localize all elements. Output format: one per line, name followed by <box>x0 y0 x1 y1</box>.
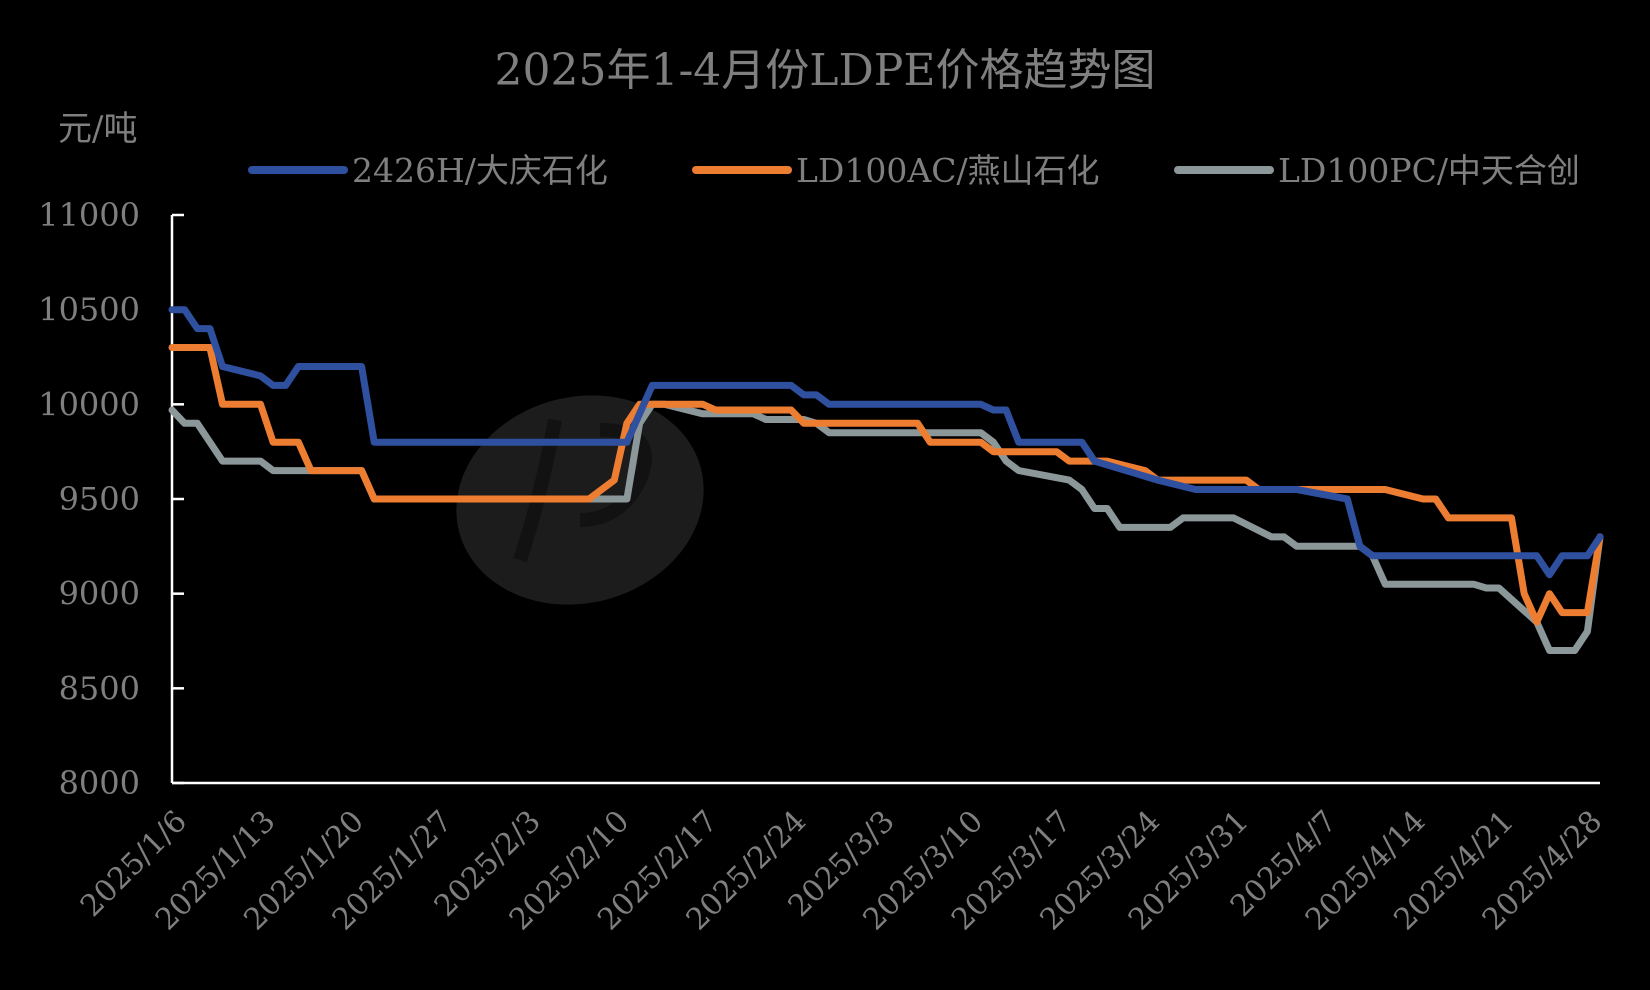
y-tick-label: 8500 <box>59 669 140 707</box>
series-line-1 <box>168 306 1604 579</box>
y-axis-label: 元/吨 <box>58 109 137 149</box>
legend-label: 2426H/大庆石化 <box>352 151 608 190</box>
y-tick-label: 9000 <box>59 575 140 613</box>
series-layer <box>168 306 1604 654</box>
legend: 2426H/大庆石化 LD100AC/燕山石化 LD100PC/中天合创 <box>248 151 1580 190</box>
chart-title: 2025年1-4月份LDPE价格趋势图 <box>494 45 1155 96</box>
legend-label: LD100AC/燕山石化 <box>796 151 1100 190</box>
legend-label: LD100PC/中天合创 <box>1278 151 1580 190</box>
y-axis: 8000 8500 9000 9500 10000 10500 11000 <box>38 196 184 802</box>
series-line-2 <box>168 344 1604 626</box>
y-tick-label: 11000 <box>38 196 140 234</box>
y-tick-label: 8000 <box>59 764 140 802</box>
y-tick-label: 10000 <box>38 385 140 423</box>
y-tick-label: 9500 <box>59 480 140 518</box>
y-tick-label: 10500 <box>38 291 140 329</box>
